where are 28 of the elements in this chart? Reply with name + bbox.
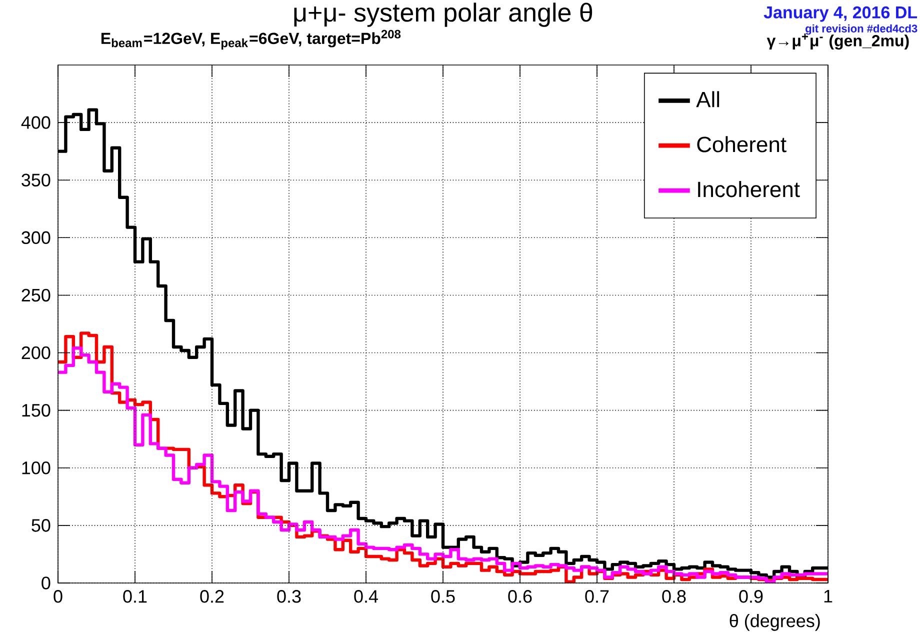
x-tick-label: 0.5 [431,590,455,603]
x-tick-label: 0.3 [277,590,301,603]
x-tick-label: 0.7 [585,590,609,603]
x-axis-title: θ (degrees) [730,614,820,631]
y-tick-label: 100 [22,461,50,474]
x-tick-label: 1 [824,590,832,602]
y-tick-label: 150 [22,404,50,417]
legend-label: All [696,91,720,108]
y-tick-label: 300 [22,231,50,244]
y-tick-label: 50 [32,519,50,532]
legend-label: Coherent [697,136,786,152]
x-tick-label: 0.9 [739,590,763,603]
text: January 4, 2016 DL [764,6,918,22]
y-tick-label: 400 [21,116,50,129]
x-tick-label: 0.8 [662,590,686,603]
y-tick-label: 200 [22,346,50,360]
y-tick-label: 0 [42,576,50,590]
x-tick-label: 0.1 [123,590,147,603]
legend-label: Incoherent [698,181,800,198]
y-tick-label: 350 [22,174,50,186]
chart-subtitle: E$_{beam}$=12GeV, E$_{peak}$=6GeV, target=Pb$^{208}$ [101,30,401,50]
y-tick-label: 250 [22,288,50,302]
x-tick-label: 0 [54,590,62,603]
chart-title: μ+μ- system polar angle θ [294,2,592,27]
x-tick-label: 0.6 [508,590,532,603]
x-tick-label: 0.4 [354,590,378,603]
text: git revision #ded4cd3 [806,24,918,35]
x-tick-label: 0.2 [200,590,224,603]
